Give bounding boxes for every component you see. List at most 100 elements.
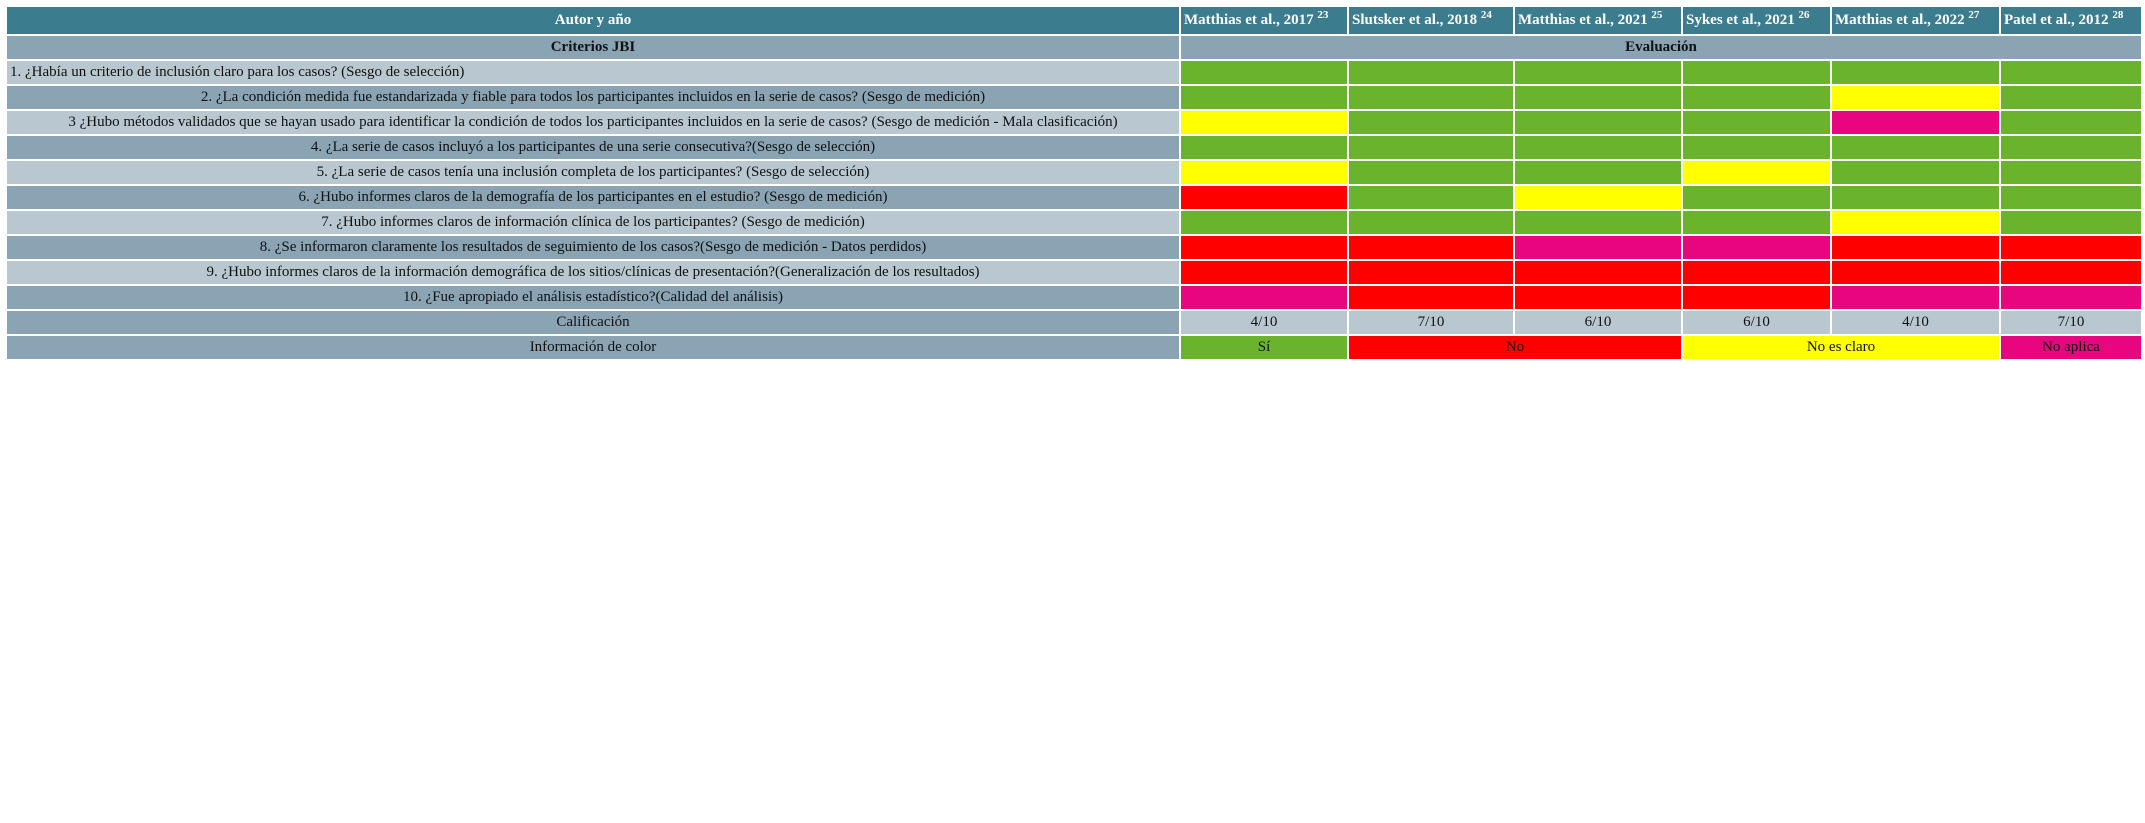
rating-cell xyxy=(1681,159,1832,186)
rating-cell xyxy=(1513,109,1683,136)
table-body: Autor y año Matthias et al., 2017 23 Sluts… xyxy=(5,5,2143,361)
rating-cell xyxy=(1681,234,1832,261)
criterion-row: 1. ¿Había un criterio de inclusión claro… xyxy=(5,59,2143,86)
legend-row: Información de color Sí No No es claro No ap… xyxy=(5,334,2143,361)
score-value: 7/10 xyxy=(1999,309,2143,336)
score-value: 4/10 xyxy=(1830,309,2001,336)
rating-cell xyxy=(1347,84,1515,111)
study-name: Sykes et al., 2021 xyxy=(1686,12,1795,28)
study-header: Patel et al., 2012 28 xyxy=(1999,5,2143,36)
rating-cell xyxy=(1830,84,2001,111)
study-ref: 24 xyxy=(1480,9,1492,21)
criterion-text: 3 ¿Hubo métodos validados que se hayan u… xyxy=(5,109,1181,136)
criterion-row: 2. ¿La condición medida fue estandarizad… xyxy=(5,84,2143,111)
rating-cell xyxy=(1179,234,1349,261)
rating-cell xyxy=(1681,109,1832,136)
rating-cell xyxy=(1513,259,1683,286)
rating-cell xyxy=(1347,184,1515,211)
criterion-text: 8. ¿Se informaron claramente los resulta… xyxy=(5,234,1181,261)
study-name: Matthias et al., 2017 xyxy=(1184,12,1314,28)
criterion-text: 5. ¿La serie de casos tenía una inclusió… xyxy=(5,159,1181,186)
rating-cell xyxy=(1830,159,2001,186)
study-name: Matthias et al., 2022 xyxy=(1835,12,1965,28)
rating-cell xyxy=(1830,109,2001,136)
study-ref: 26 xyxy=(1798,9,1810,21)
rating-cell xyxy=(1830,134,2001,161)
rating-cell xyxy=(1999,284,2143,311)
study-header: Matthias et al., 2022 27 xyxy=(1830,5,2001,36)
rating-cell xyxy=(1179,259,1349,286)
rating-cell xyxy=(1999,134,2143,161)
study-name: Matthias et al., 2021 xyxy=(1518,12,1648,28)
legend-label: Información de color xyxy=(5,334,1181,361)
rating-cell xyxy=(1830,59,2001,86)
criterion-text: 7. ¿Hubo informes claros de información … xyxy=(5,209,1181,236)
rating-cell xyxy=(1179,159,1349,186)
score-value: 4/10 xyxy=(1179,309,1349,336)
header-row: Autor y año Matthias et al., 2017 23 Sluts… xyxy=(5,5,2143,36)
rating-cell xyxy=(1830,284,2001,311)
criterion-row: 3 ¿Hubo métodos validados que se hayan u… xyxy=(5,109,2143,136)
study-name: Slutsker et al., 2018 xyxy=(1352,12,1478,28)
rating-cell xyxy=(1347,159,1515,186)
rating-cell xyxy=(1681,184,1832,211)
criterion-text: 10. ¿Fue apropiado el análisis estadísti… xyxy=(5,284,1181,311)
study-name: Patel et al., 2012 xyxy=(2004,12,2109,28)
rating-cell xyxy=(1513,284,1683,311)
rating-cell xyxy=(1830,184,2001,211)
rating-cell xyxy=(1179,209,1349,236)
legend-entry: No aplica xyxy=(1999,334,2143,361)
score-value: 6/10 xyxy=(1513,309,1683,336)
rating-cell xyxy=(1513,134,1683,161)
criterion-row: 10. ¿Fue apropiado el análisis estadísti… xyxy=(5,284,2143,311)
rating-cell xyxy=(1999,184,2143,211)
study-ref: 27 xyxy=(1968,9,1980,21)
rating-cell xyxy=(1513,84,1683,111)
rating-cell xyxy=(1179,284,1349,311)
rating-cell xyxy=(1179,84,1349,111)
study-header: Sykes et al., 2021 26 xyxy=(1681,5,1832,36)
rating-cell xyxy=(1179,134,1349,161)
rating-cell xyxy=(1681,284,1832,311)
rating-cell xyxy=(1513,234,1683,261)
score-value: 6/10 xyxy=(1681,309,1832,336)
study-header: Slutsker et al., 2018 24 xyxy=(1347,5,1515,36)
rating-cell xyxy=(1681,84,1832,111)
rating-cell xyxy=(1347,109,1515,136)
score-value: 7/10 xyxy=(1347,309,1515,336)
rating-cell xyxy=(1347,134,1515,161)
rating-cell xyxy=(1179,59,1349,86)
rating-cell xyxy=(1681,209,1832,236)
rating-cell xyxy=(1830,259,2001,286)
subheader-row: Criterios JBI Evaluación xyxy=(5,34,2143,61)
rating-cell xyxy=(1347,59,1515,86)
rating-cell xyxy=(1999,159,2143,186)
rating-cell xyxy=(1681,134,1832,161)
study-ref: 28 xyxy=(2112,9,2124,21)
criterion-text: 6. ¿Hubo informes claros de la demografí… xyxy=(5,184,1181,211)
criterion-text: 2. ¿La condición medida fue estandarizad… xyxy=(5,84,1181,111)
rating-cell xyxy=(1999,59,2143,86)
criterion-text: 1. ¿Había un criterio de inclusión claro… xyxy=(5,59,1181,86)
rating-cell xyxy=(1830,234,2001,261)
criterion-row: 6. ¿Hubo informes claros de la demografí… xyxy=(5,184,2143,211)
rating-cell xyxy=(1999,209,2143,236)
rating-cell xyxy=(1681,59,1832,86)
rating-cell xyxy=(1347,209,1515,236)
study-header: Matthias et al., 2017 23 xyxy=(1179,5,1349,36)
criterion-text: 9. ¿Hubo informes claros de la informaci… xyxy=(5,259,1181,286)
rating-cell xyxy=(1347,284,1515,311)
score-label: Calificación xyxy=(5,309,1181,336)
author-header: Autor y año xyxy=(5,5,1181,36)
jbi-table: Autor y año Matthias et al., 2017 23 Sluts… xyxy=(5,5,2143,361)
rating-cell xyxy=(1513,209,1683,236)
rating-cell xyxy=(1347,259,1515,286)
rating-cell xyxy=(1513,159,1683,186)
criterion-row: 7. ¿Hubo informes claros de información … xyxy=(5,209,2143,236)
rating-cell xyxy=(1999,84,2143,111)
rating-cell xyxy=(1179,184,1349,211)
evaluation-header: Evaluación xyxy=(1179,34,2143,61)
criterion-row: 5. ¿La serie de casos tenía una inclusió… xyxy=(5,159,2143,186)
legend-entry: Sí xyxy=(1179,334,1349,361)
